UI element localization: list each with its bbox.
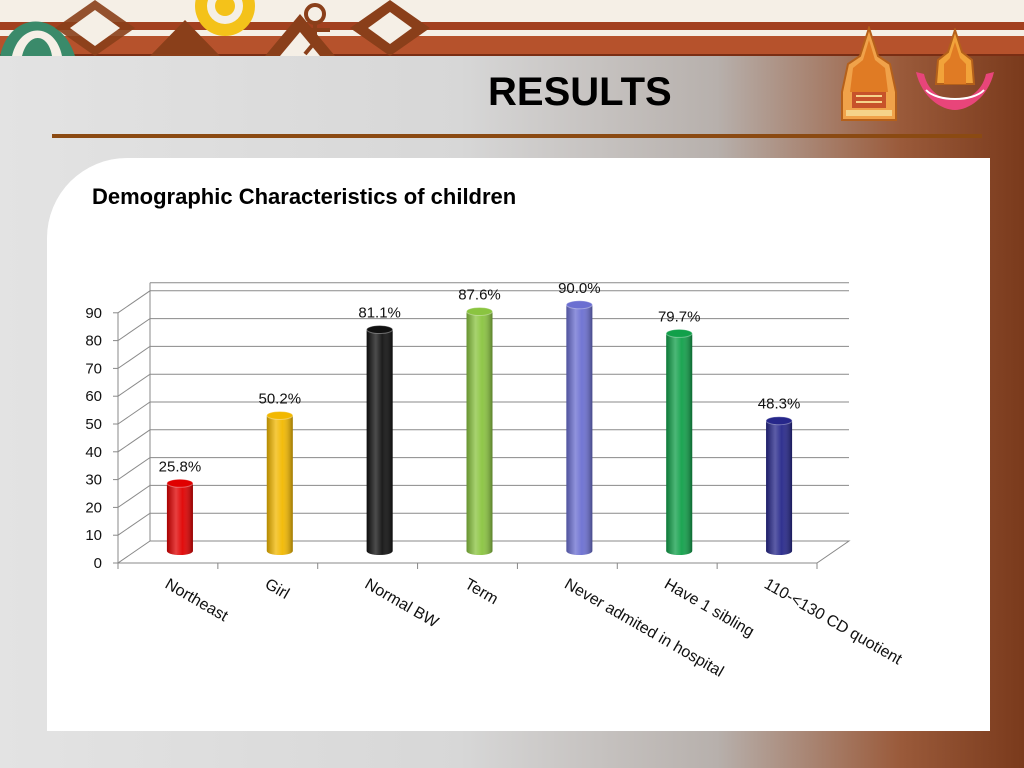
thai-pattern-decoration [0, 0, 430, 56]
header-band [0, 0, 1024, 56]
gridline [117, 429, 849, 453]
y-tick-label: 30 [85, 472, 102, 489]
bar [665, 328, 693, 555]
x-tick-label: Girl [262, 576, 292, 603]
bar-top [665, 328, 693, 338]
bar-top [565, 300, 593, 310]
bar [166, 478, 194, 555]
bar-top [166, 478, 194, 488]
y-tick-label: 0 [94, 555, 102, 572]
page-title: RESULTS [488, 70, 672, 114]
header-stripe [0, 54, 1024, 56]
bar-shading [766, 420, 793, 555]
gridline [117, 318, 849, 342]
bar-shading [566, 304, 593, 555]
gridline [117, 290, 849, 314]
gridline [117, 457, 849, 481]
faculty-emblem-icon [916, 28, 994, 110]
x-tick-label: 110-<130 CD quotient [761, 576, 905, 669]
bar-shading [666, 333, 693, 555]
data-label: 25.8% [159, 458, 202, 475]
x-tick-label: Northeast [162, 576, 231, 626]
data-label: 87.6% [458, 286, 501, 303]
chart-frame [116, 282, 851, 564]
data-labels: 25.8% 50.2% 81.1% 87.6% 90.0% 79.7% 48.3% [159, 280, 801, 475]
y-tick-label: 50 [85, 416, 102, 433]
data-label: 48.3% [758, 396, 801, 413]
data-label: 90.0% [558, 280, 601, 297]
gridline [117, 401, 849, 425]
bar [765, 416, 793, 555]
data-label: 81.1% [358, 305, 401, 322]
bar [266, 410, 294, 555]
x-tick-label: Never admited in hospital [561, 576, 726, 681]
x-axis-labels: Northeast Girl Normal BW Term Never admited … [117, 563, 905, 681]
y-tick-label: 20 [85, 499, 102, 516]
bar-top [366, 325, 394, 335]
chart-bars [166, 300, 793, 555]
chart-subtitle: Demographic Characteristics of children [92, 184, 517, 209]
x-tick-label: Normal BW [362, 576, 442, 632]
data-label: 79.7% [658, 308, 701, 325]
gridline [117, 373, 849, 397]
y-tick-label: 80 [85, 333, 102, 350]
title-divider [52, 134, 982, 138]
gridline [117, 484, 849, 508]
chart-floor [116, 540, 851, 564]
y-tick-label: 10 [85, 527, 102, 544]
bar-shading [466, 311, 493, 555]
header-stripe [0, 22, 1024, 30]
data-label: 50.2% [259, 390, 302, 407]
content-panel [47, 158, 990, 731]
y-tick-label: 40 [85, 444, 102, 461]
x-tick-label: Have 1 sibling [661, 576, 757, 641]
bar-top [765, 416, 793, 426]
chart-gridlines [117, 282, 849, 536]
bar [366, 325, 394, 555]
bar-shading [166, 483, 193, 555]
y-axis-ticks: 0 10 20 30 40 50 60 70 80 90 [85, 305, 118, 572]
bar [565, 300, 593, 555]
header-stripe [0, 36, 1024, 54]
bar-top [266, 410, 294, 420]
bar-shading [266, 415, 293, 555]
gridline [117, 345, 849, 369]
bar-shading [366, 329, 393, 555]
gridline [117, 512, 849, 536]
y-tick-label: 60 [85, 388, 102, 405]
y-tick-label: 70 [85, 360, 102, 377]
university-emblem-icon [841, 26, 897, 121]
bar-top [466, 306, 493, 316]
x-tick-label: Term [462, 576, 501, 609]
bar [466, 306, 493, 555]
y-tick-label: 90 [85, 305, 102, 322]
